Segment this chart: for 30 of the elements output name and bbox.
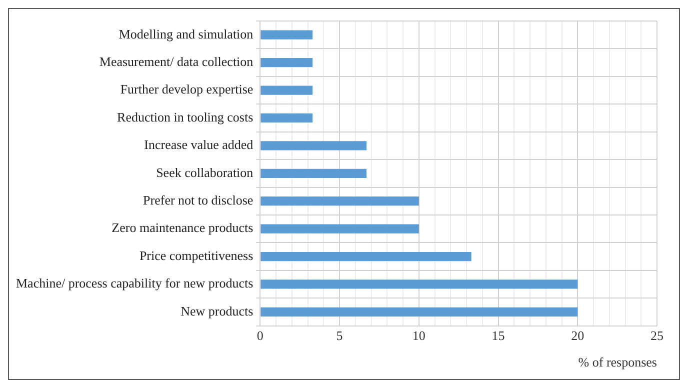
y-tick-label: Zero maintenance products bbox=[112, 220, 254, 236]
x-tick-label: 15 bbox=[492, 328, 505, 344]
x-tick-label: 10 bbox=[412, 328, 426, 344]
bar bbox=[260, 168, 367, 178]
y-tick-label: Measurement/ data collection bbox=[99, 54, 254, 69]
y-tick-label: Seek collaboration bbox=[156, 164, 254, 180]
bar bbox=[260, 224, 419, 234]
y-tick-label: Modelling and simulation bbox=[118, 26, 254, 42]
bar bbox=[260, 196, 419, 206]
bar bbox=[260, 30, 313, 40]
y-tick-label: Reduction in tooling costs bbox=[117, 109, 254, 124]
frame: % of responses 0 5 10 15 20 25 Modelling and simulation Measurement/ data collection Further develop expertise Reduction in tooling costs Increase value added Seek collaboration Prefer not to disclose Zero maintenance products Price competitiveness Machine/ process capability for new products New products bbox=[8, 8, 680, 380]
bar bbox=[260, 252, 472, 262]
y-tick-label: Further develop expertise bbox=[120, 82, 254, 97]
y-tick-label: Machine/ process capability for new products bbox=[16, 276, 254, 291]
y-tick-label: Price competitiveness bbox=[139, 248, 254, 263]
x-tick-label: 0 bbox=[256, 328, 264, 344]
x-tick-label: 5 bbox=[336, 328, 343, 344]
bar bbox=[260, 141, 367, 150]
bar bbox=[260, 280, 578, 289]
bar bbox=[260, 86, 313, 95]
y-tick-label: Increase value added bbox=[144, 137, 254, 152]
x-tick-label: 25 bbox=[650, 328, 664, 344]
bar bbox=[260, 307, 578, 317]
bar bbox=[260, 58, 313, 68]
bar bbox=[260, 113, 313, 123]
y-tick-label: Prefer not to disclose bbox=[143, 192, 254, 208]
x-axis-title: % of responses bbox=[578, 354, 657, 370]
y-tick-label: New products bbox=[180, 303, 254, 318]
x-tick-label: 20 bbox=[571, 328, 584, 344]
